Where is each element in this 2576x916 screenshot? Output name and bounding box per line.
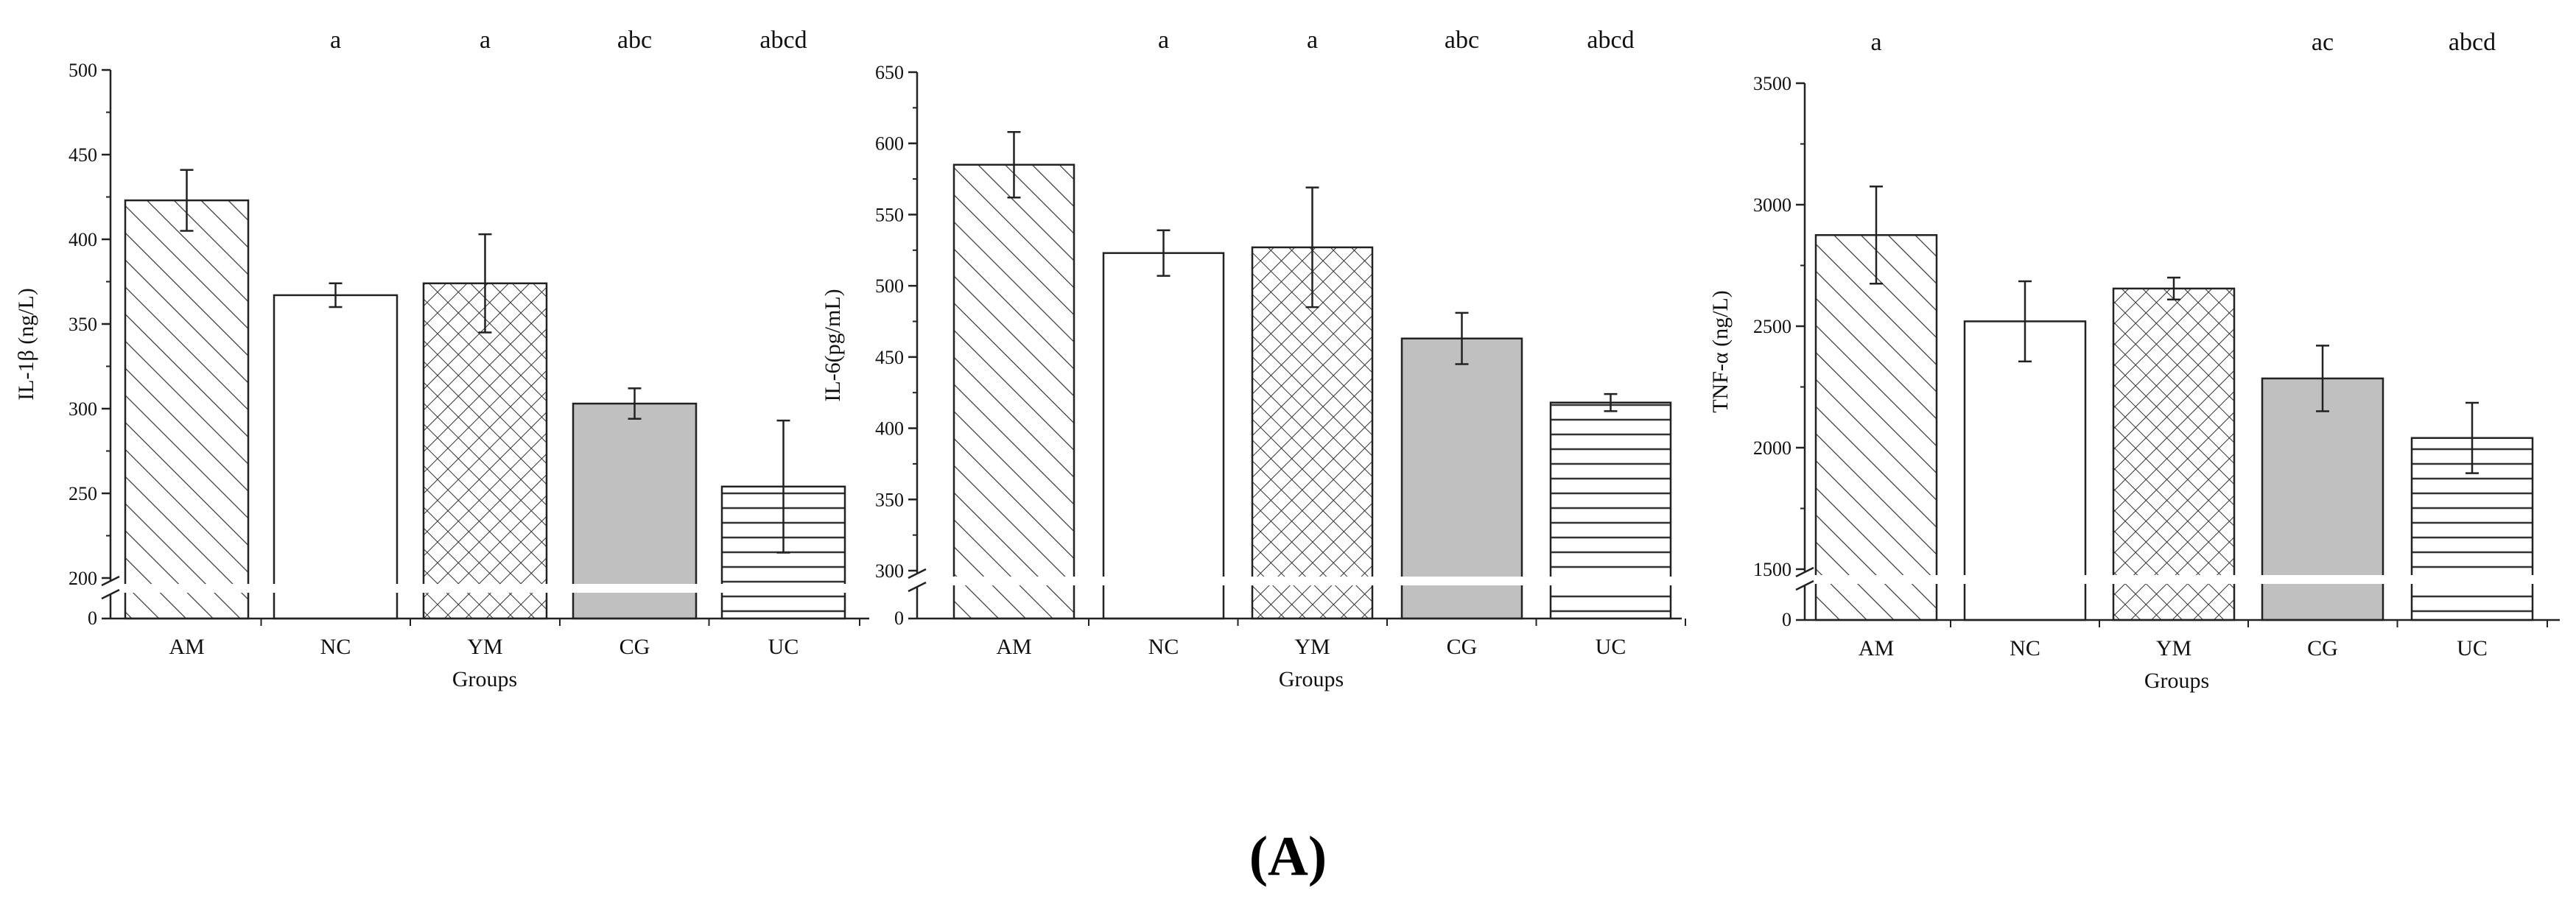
y-tick-label: 300	[875, 560, 904, 582]
y-tick-label: 2500	[1753, 316, 1791, 337]
y-tick-label: 1500	[1753, 559, 1791, 580]
significance-label: abcd	[759, 27, 807, 54]
y-tick-label: 350	[69, 314, 97, 335]
bar-nc	[1963, 320, 2087, 621]
x-tick-label: NC	[1148, 635, 1179, 659]
axis-break-mark	[1795, 566, 1814, 578]
bar-cg	[1400, 337, 1523, 620]
significance-label: abc	[1445, 27, 1479, 54]
y-tick-label: 500	[875, 275, 904, 297]
y-tick-label: 250	[69, 483, 97, 504]
axis-break-mark	[1795, 579, 1814, 591]
y-tick-label: 3500	[1753, 73, 1791, 94]
bar-break-gap	[421, 584, 550, 593]
bar-ym	[1251, 246, 1374, 620]
x-tick-label: NC	[2010, 636, 2040, 660]
y-tick-label: 200	[69, 568, 97, 589]
panel-label: (A)	[1249, 825, 1327, 887]
x-tick-label: UC	[2457, 636, 2488, 660]
axis-break-mark	[101, 588, 120, 600]
x-axis-title: Groups	[1279, 667, 1344, 691]
bar-break-gap	[719, 584, 848, 593]
chart-tnfa: AM a NC YM CG ac UC abcd 1500 2000 2500 3000 3500 0 TN…	[1708, 29, 2560, 693]
bar-break-gap	[1399, 577, 1525, 585]
significance-label: abc	[617, 27, 652, 54]
y-tick-label: 450	[875, 347, 904, 368]
x-tick-label: CG	[2307, 636, 2338, 660]
y-tick-label: 400	[875, 418, 904, 440]
bar-am	[124, 199, 250, 620]
x-axis-title: Groups	[452, 667, 517, 691]
x-tick-label: UC	[1596, 635, 1626, 659]
x-tick-label: CG	[1447, 635, 1478, 659]
x-tick-label: NC	[320, 635, 351, 659]
axis-break-mark	[101, 575, 120, 587]
y-tick-label: 350	[875, 489, 904, 510]
bar-break-gap	[271, 584, 400, 593]
significance-label: abcd	[1587, 27, 1634, 54]
bar-cg	[572, 402, 698, 620]
significance-label: a	[1870, 29, 1881, 56]
significance-label: a	[330, 27, 341, 54]
y-tick-label: 3000	[1753, 194, 1791, 216]
bar-break-gap	[570, 584, 699, 593]
x-tick-label: CG	[620, 635, 650, 659]
x-tick-label: AM	[169, 635, 204, 659]
y-tick-label: 600	[875, 133, 904, 155]
x-tick-label: UC	[768, 635, 799, 659]
bar-am	[952, 163, 1075, 620]
x-tick-label: YM	[467, 635, 502, 659]
bar-break-gap	[2259, 575, 2386, 584]
bar-break-gap	[1101, 577, 1226, 585]
bar-break-gap	[951, 577, 1077, 585]
y-tick-label: 300	[69, 398, 97, 420]
y-axis-title: TNF-α (ng/L)	[1708, 290, 1733, 413]
y-axis-title: IL-6(pg/mL)	[821, 289, 845, 401]
bar-ym	[2112, 287, 2236, 621]
x-tick-label: YM	[1294, 635, 1330, 659]
bar-ym	[422, 282, 548, 620]
y-tick-label: 2000	[1753, 437, 1791, 459]
significance-label: a	[480, 27, 491, 54]
bar-break-gap	[1548, 577, 1674, 585]
bar-nc	[273, 294, 399, 620]
bar-break-gap	[1249, 577, 1375, 585]
y-tick-label: 550	[875, 204, 904, 225]
y-tick-label: 500	[69, 60, 97, 81]
significance-label: ac	[2312, 29, 2334, 56]
y-axis-title: IL-1β (ng/L)	[14, 288, 38, 401]
y-tick-label: 400	[69, 229, 97, 250]
x-tick-label: AM	[1859, 636, 1894, 660]
bar-am	[1814, 234, 1938, 621]
bar-break-gap	[1962, 575, 2088, 584]
bar-uc	[1549, 401, 1672, 620]
axis-break-mark	[908, 568, 927, 579]
y-tick-label: 450	[69, 144, 97, 166]
significance-label: a	[1307, 27, 1318, 54]
bar-nc	[1102, 252, 1225, 620]
bar-break-gap	[1813, 575, 1940, 584]
chart-il1b: AM NC a YM a CG abc UC abcd 200 250 300 350 400 450 500…	[14, 27, 869, 691]
x-tick-label: AM	[996, 635, 1031, 659]
y-tick-label: 650	[875, 62, 904, 83]
chart-il6: AM NC a YM a CG abc UC abcd 300 350 400 450 500 550 600…	[821, 27, 1686, 691]
x-axis-title: Groups	[2144, 669, 2209, 693]
bar-break-gap	[122, 584, 251, 593]
y-tick-label-zero: 0	[894, 607, 904, 629]
axis-break-mark	[908, 581, 927, 593]
significance-label: a	[1158, 27, 1169, 54]
y-tick-label-zero: 0	[88, 607, 97, 629]
y-tick-label-zero: 0	[1782, 609, 1791, 630]
bar-break-gap	[2409, 575, 2535, 584]
significance-label: abcd	[2449, 29, 2496, 56]
x-tick-label: YM	[2156, 636, 2191, 660]
bar-break-gap	[2110, 575, 2237, 584]
